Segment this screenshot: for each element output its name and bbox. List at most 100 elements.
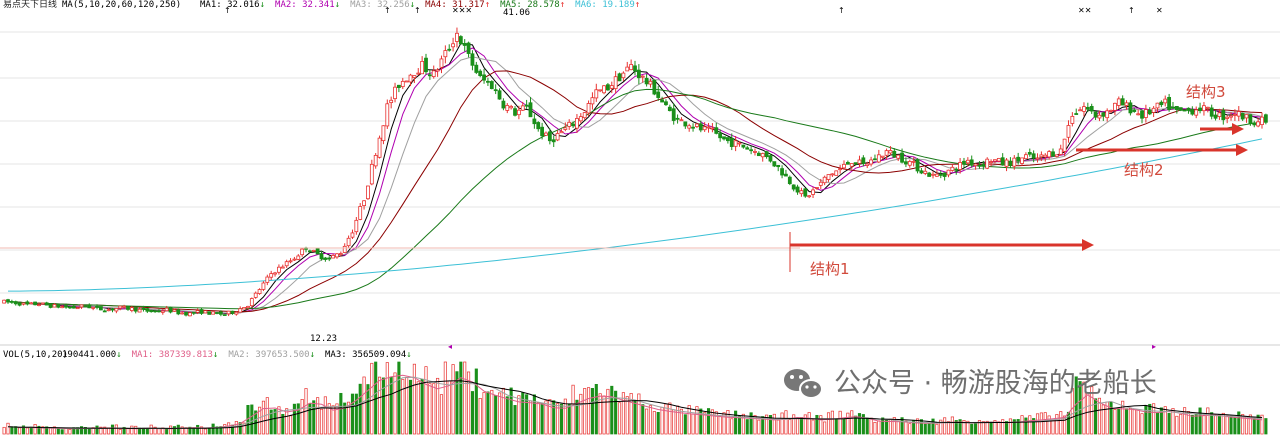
volume-bar <box>981 421 985 435</box>
structure-arrows <box>0 123 1248 272</box>
volume-bar <box>1043 412 1047 435</box>
candle-body <box>586 103 591 114</box>
candle-body <box>68 306 72 309</box>
event-marker-2: ↑ <box>414 6 421 15</box>
volume-bar <box>823 421 827 435</box>
candle-body <box>1089 106 1094 112</box>
volume-bar <box>1109 401 1113 435</box>
candle-body <box>950 166 955 171</box>
candle-body <box>648 80 653 85</box>
candle-body <box>1198 107 1202 112</box>
candle-body <box>636 69 641 79</box>
volume-bar <box>799 417 803 435</box>
candle-body <box>1171 106 1175 109</box>
structure-3-arrow-head <box>1232 123 1244 135</box>
candle-body <box>122 305 127 308</box>
volume-bar <box>672 409 676 435</box>
candle-body <box>869 159 873 165</box>
candle-body <box>83 305 88 308</box>
volume-bar <box>517 395 521 435</box>
candle-body <box>671 108 676 121</box>
volume-bar <box>21 425 26 435</box>
candle-body <box>342 245 347 253</box>
readout-1: MA2: 32.341 <box>275 0 335 10</box>
candle-body <box>1217 112 1222 117</box>
volume-bar <box>931 418 935 435</box>
volume-bar <box>207 428 211 435</box>
volume-bar <box>331 405 335 435</box>
candle-body <box>149 309 154 313</box>
candle-body <box>1058 148 1063 155</box>
volume-bar <box>1128 407 1132 435</box>
volume-bar <box>1097 397 1101 435</box>
volume-bar <box>989 421 993 435</box>
candle-body <box>435 69 440 72</box>
candle-body <box>571 123 575 126</box>
volume-bar <box>1132 409 1136 435</box>
volume-bar <box>122 426 126 435</box>
volume-bar <box>1035 413 1040 435</box>
candle-body <box>675 117 680 120</box>
candle-body <box>37 304 41 307</box>
candle-body <box>1039 154 1044 158</box>
candle-body <box>478 70 483 77</box>
candle-body <box>230 310 235 314</box>
volume-bar <box>540 402 544 435</box>
candle-body <box>79 304 84 308</box>
candle-body <box>184 311 188 316</box>
candle-body <box>768 155 773 162</box>
volume-bar <box>486 391 490 435</box>
volume-bar <box>211 423 215 435</box>
candle-body <box>722 136 726 140</box>
candle-body <box>799 190 804 195</box>
volume-bar <box>1032 418 1036 435</box>
candle-body <box>1132 109 1137 112</box>
candle-body <box>849 163 854 167</box>
candle-body <box>776 164 781 168</box>
candle-body <box>1236 111 1241 117</box>
volume-bar <box>1198 407 1202 435</box>
volume-bar <box>169 425 173 435</box>
volume-bar <box>14 426 18 435</box>
candle-body <box>931 173 935 176</box>
volume-bar <box>1005 421 1009 435</box>
volume-bar <box>285 408 289 435</box>
candle-body <box>965 159 970 164</box>
candle-body <box>1186 107 1191 111</box>
candle-body <box>989 161 993 163</box>
volume-bar <box>1159 407 1163 435</box>
candle-body <box>784 173 788 177</box>
candle-body <box>346 237 351 247</box>
volume-bar <box>1225 415 1229 435</box>
volume-bar <box>1012 419 1016 435</box>
candle-body <box>497 90 502 100</box>
candle-body <box>1078 109 1082 112</box>
candle-body <box>273 272 277 275</box>
candle-body <box>1136 113 1141 116</box>
candle-body <box>48 303 53 308</box>
ma1-line <box>7 42 1263 315</box>
volume-bar <box>687 405 691 435</box>
candle-body <box>640 75 645 78</box>
ma2-line <box>7 47 1263 314</box>
candle-body <box>1066 125 1071 138</box>
volume-bar <box>439 394 444 435</box>
candle-body <box>319 253 324 260</box>
volume-bar <box>176 424 180 435</box>
volume-bar <box>946 421 951 435</box>
volume-bar <box>590 388 594 435</box>
candle-body <box>412 75 417 78</box>
structure-3-label: 结构3 <box>1186 83 1226 101</box>
volume-bar <box>652 411 656 435</box>
candle-body <box>958 162 963 170</box>
volume-bar <box>157 428 161 435</box>
candle-body <box>656 91 661 98</box>
candle-body <box>845 161 850 165</box>
volume-bars <box>2 361 1268 435</box>
candle-body <box>33 301 37 306</box>
candle-body <box>1225 116 1230 119</box>
volume-bar <box>1148 403 1152 435</box>
candle-body <box>443 50 448 58</box>
volume-bar <box>854 415 858 435</box>
volume-bar <box>269 409 273 435</box>
